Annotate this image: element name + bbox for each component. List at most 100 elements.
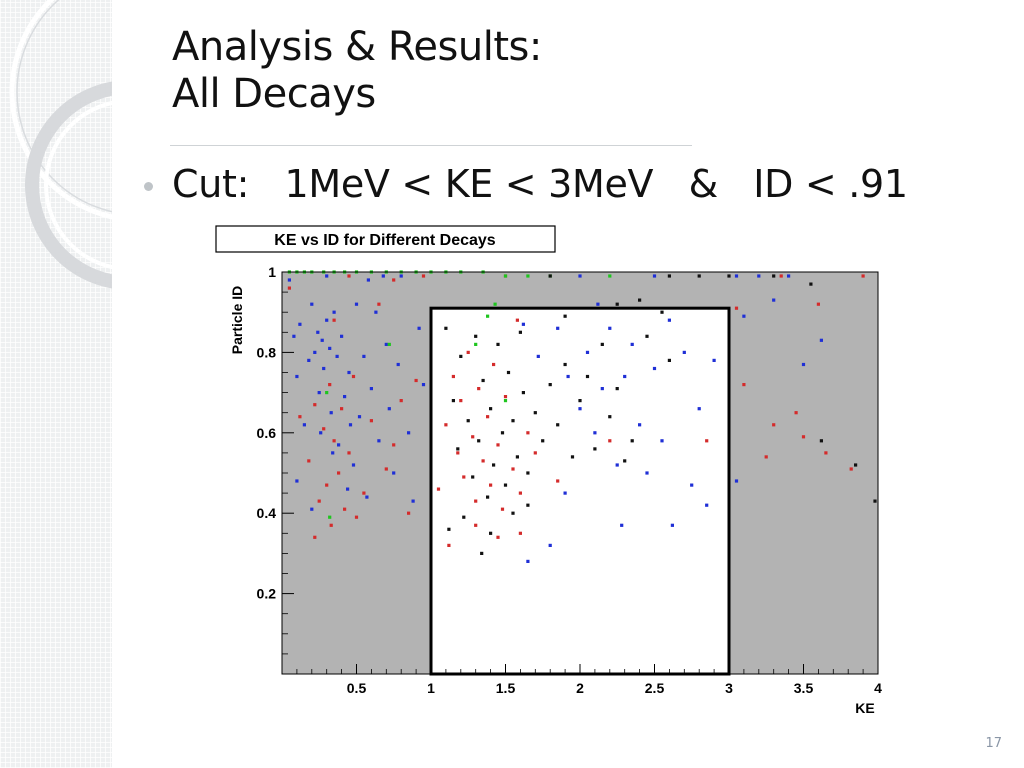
- data-point-black: [667, 274, 671, 278]
- data-point-blue: [667, 318, 671, 322]
- data-point-black: [474, 334, 478, 338]
- data-point-black: [511, 419, 515, 423]
- slide-title-line-1: Analysis & Results:: [172, 24, 542, 70]
- data-point-red: [608, 439, 612, 443]
- chart-title-box: [215, 225, 556, 253]
- ring-large: [9, 0, 112, 220]
- data-point-blue: [377, 439, 381, 443]
- data-point-blue: [295, 374, 299, 379]
- data-point-blue: [320, 338, 324, 342]
- data-point-red: [287, 286, 291, 290]
- slide-title-line-2: All Decays: [172, 71, 376, 117]
- data-point-red: [518, 531, 522, 535]
- data-point-red: [329, 523, 333, 527]
- data-point-green: [503, 399, 508, 403]
- data-point-red: [392, 278, 396, 282]
- data-point-blue: [329, 411, 333, 415]
- data-point-blue: [322, 366, 326, 371]
- ring-grey: [25, 81, 112, 289]
- data-point-black: [526, 471, 530, 475]
- data-point-red: [556, 479, 560, 483]
- data-point-blue: [366, 278, 370, 282]
- data-point-red: [824, 451, 828, 455]
- data-point-blue: [734, 479, 739, 483]
- data-point-blue: [399, 274, 403, 278]
- data-point-blue: [801, 362, 806, 367]
- data-point-red: [332, 318, 336, 322]
- data-point-black: [873, 499, 877, 503]
- data-point-red: [462, 475, 466, 479]
- data-point-blue: [670, 523, 674, 527]
- slide-number: 17: [985, 736, 1002, 751]
- data-point-black: [667, 358, 671, 362]
- data-point-black: [615, 387, 619, 391]
- data-point-blue: [600, 387, 604, 391]
- data-point-blue: [787, 274, 791, 278]
- x-tick-label: 2.5: [645, 680, 665, 696]
- data-point-blue: [566, 374, 570, 379]
- slide-title: Analysis & Results: All Decays: [172, 24, 542, 118]
- data-point-red: [481, 459, 485, 463]
- y-tick-label: 1: [268, 264, 276, 280]
- data-point-blue: [302, 423, 306, 427]
- data-point-green: [474, 342, 478, 346]
- data-point-blue: [310, 302, 314, 306]
- data-point-black: [521, 391, 525, 395]
- data-point-blue: [362, 354, 366, 358]
- y-tick-label: 0.8: [257, 344, 277, 360]
- data-point-red: [518, 491, 522, 495]
- x-tick-label: 4: [874, 680, 882, 696]
- data-point-blue: [620, 523, 624, 527]
- data-point-blue: [593, 431, 597, 435]
- data-point-blue: [585, 350, 590, 354]
- data-point-blue: [578, 274, 582, 278]
- data-point-blue: [757, 274, 761, 278]
- side-decoration: [0, 0, 112, 768]
- chart-title: KE vs ID for Different Decays: [274, 232, 496, 249]
- data-point-blue: [381, 274, 385, 278]
- data-point-blue: [734, 274, 739, 278]
- data-point-black: [645, 334, 649, 338]
- data-point-blue: [819, 338, 823, 342]
- axes: 0.5 1 1.5 2 2.5 3 3.5 4 0.2 0.4 0.6 0.8 1: [257, 264, 883, 696]
- x-tick-label: 1: [427, 680, 435, 696]
- data-point-blue: [421, 383, 426, 387]
- data-point-red: [456, 451, 460, 455]
- data-point-black: [615, 302, 619, 306]
- data-point-red: [340, 407, 344, 411]
- data-point-black: [570, 455, 575, 459]
- data-point-red: [816, 302, 820, 306]
- data-point-blue: [548, 543, 552, 547]
- data-point-red: [492, 362, 496, 367]
- data-point-green: [325, 391, 329, 395]
- data-point-red: [794, 411, 798, 415]
- data-point-red: [399, 399, 403, 403]
- data-point-red: [343, 507, 347, 511]
- data-point-red: [298, 415, 302, 419]
- data-point-black: [563, 362, 567, 367]
- data-point-black: [660, 310, 664, 314]
- data-point-red: [533, 451, 537, 455]
- data-point-red: [511, 467, 515, 471]
- data-point-black: [623, 459, 627, 463]
- y-tick-label: 0.4: [257, 505, 277, 521]
- data-point-blue: [772, 298, 776, 302]
- data-point-black: [471, 475, 475, 479]
- data-point-green: [608, 274, 612, 278]
- data-point-black: [500, 431, 505, 435]
- data-point-blue: [307, 358, 311, 362]
- data-point-black: [459, 354, 463, 358]
- x-tick-label: 1.5: [496, 680, 516, 696]
- data-point-black: [466, 419, 470, 423]
- data-point-black: [496, 342, 500, 346]
- data-point-blue: [638, 423, 642, 427]
- data-point-blue: [556, 326, 560, 330]
- data-point-blue: [298, 322, 302, 326]
- data-point-blue: [697, 407, 701, 411]
- data-point-red: [496, 443, 500, 447]
- data-point-red: [496, 535, 500, 539]
- data-point-black: [630, 439, 634, 443]
- data-point-blue: [369, 387, 373, 391]
- data-point-black: [489, 531, 493, 535]
- data-point-red: [313, 535, 317, 539]
